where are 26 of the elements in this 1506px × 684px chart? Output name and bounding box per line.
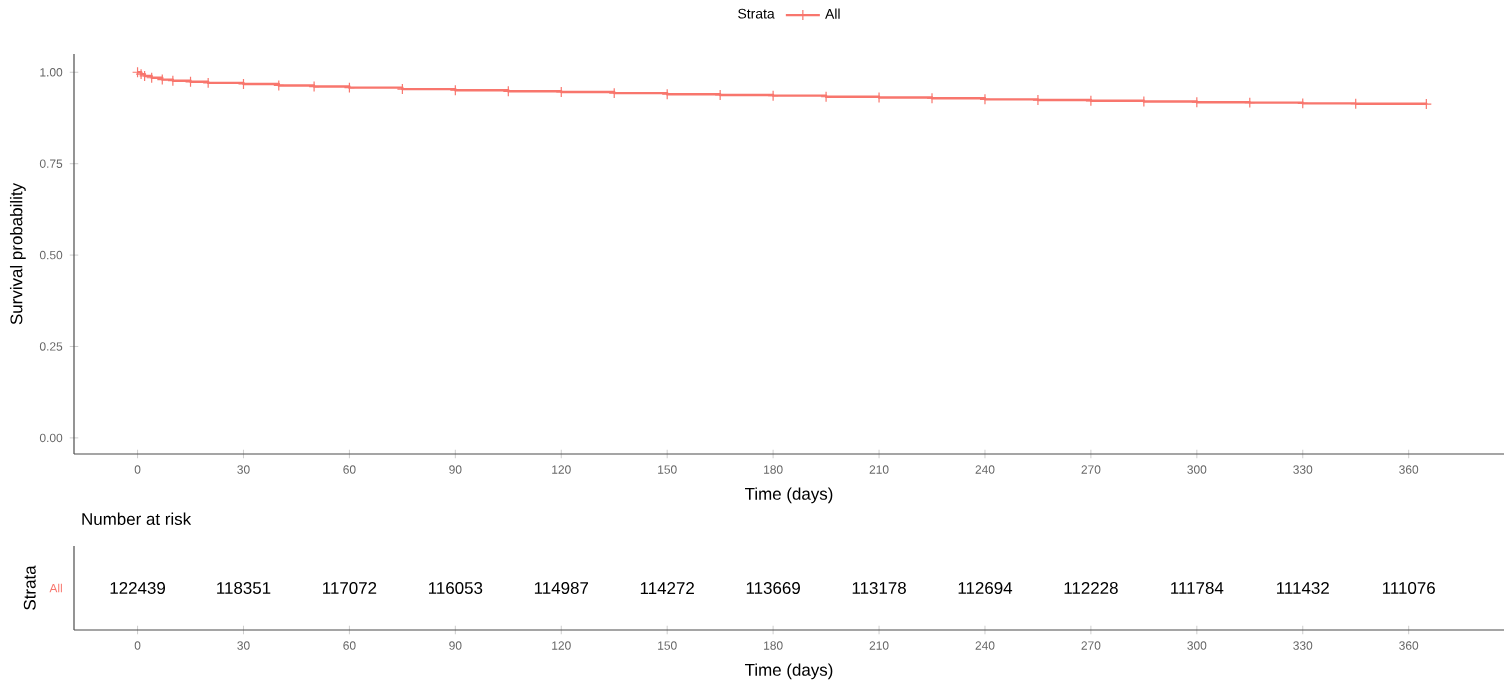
x-axis-title: Time (days)	[745, 663, 833, 680]
point	[1297, 97, 1309, 109]
y-axis-title: Survival probability	[9, 183, 26, 325]
data-label: 113178	[852, 582, 906, 594]
data-label: 114987	[534, 582, 589, 594]
data-label: 113669	[746, 582, 800, 594]
data-label: 114272	[640, 582, 694, 594]
chart-title: Number at risk	[82, 512, 192, 525]
data-label: 111076	[1382, 582, 1435, 594]
data-label: 118351	[217, 582, 271, 594]
y-axis-title: Strata	[23, 565, 36, 610]
point	[979, 93, 991, 105]
data-label: 112694	[958, 582, 1013, 594]
point	[273, 79, 285, 92]
point	[343, 82, 355, 94]
point	[156, 74, 168, 86]
point	[767, 90, 779, 102]
data-label: 117072	[323, 582, 377, 594]
point	[308, 80, 320, 93]
data-label: 122439	[110, 582, 166, 594]
data-label: 112228	[1064, 582, 1118, 594]
data-label: 116053	[428, 582, 483, 594]
point	[1244, 97, 1256, 109]
data-label: 111784	[1171, 582, 1224, 594]
x-axis-title: Time (days)	[745, 487, 833, 504]
data-label: 111432	[1277, 582, 1329, 594]
